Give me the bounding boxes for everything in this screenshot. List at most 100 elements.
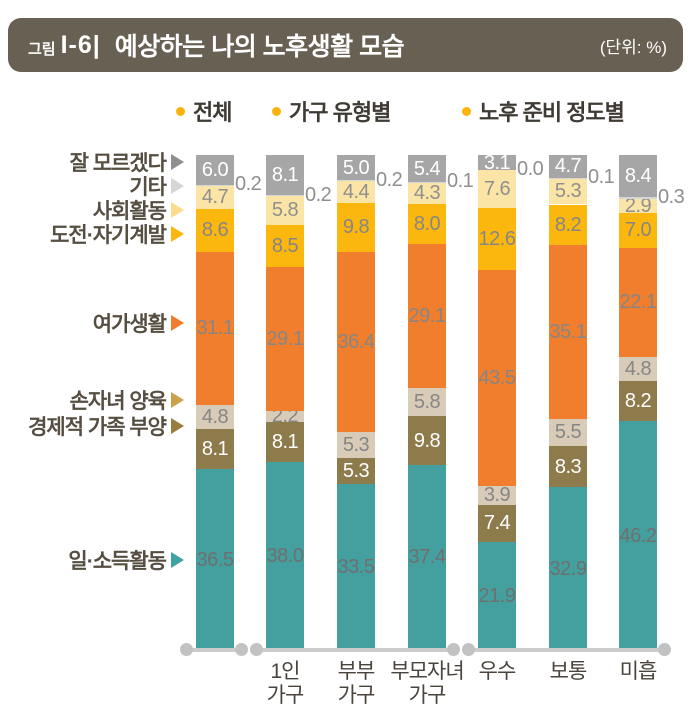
row-label-text: 손자녀 양육: [69, 390, 167, 413]
x-tick-line: 가구: [266, 684, 305, 707]
right-arrow-icon: [171, 392, 184, 408]
right-arrow-icon: [171, 226, 184, 242]
bar-segment-일·소득활동: [408, 464, 446, 650]
bar-segment-사회활동: [408, 182, 446, 204]
x-tick-line: 부부: [337, 660, 376, 683]
x-tick-line: 부모자녀: [390, 660, 464, 683]
axis-dot-icon: [235, 643, 248, 656]
axis-line-전체: [186, 648, 242, 652]
x-tick-line: 우수: [478, 660, 517, 683]
x-tick-부모자녀 가구: 부모자녀 가구: [362, 660, 492, 708]
bar-segment-잘 모르겠다: [549, 154, 587, 178]
bar-segment-일·소득활동: [619, 421, 657, 650]
row-label-text: 경제적 가족 부양: [28, 416, 167, 439]
bar-segment-도전·자기계발: [266, 224, 304, 267]
bar-segment-사회활동: [337, 181, 375, 203]
value-label-사회활동: 5.3: [554, 180, 582, 203]
right-arrow-icon: [171, 552, 184, 568]
value-label-잘 모르겠다: 3.1: [483, 151, 511, 174]
bar-segment-기타: [196, 184, 234, 186]
value-label-손자녀 양육: 5.5: [554, 421, 582, 444]
legend-bullet-icon: [462, 106, 471, 116]
value-label-기타: 0.1: [447, 170, 474, 193]
bar-segment-손자녀 양육: [619, 356, 657, 381]
value-label-잘 모르겠다: 8.4: [624, 165, 652, 188]
bar-segment-일·소득활동: [337, 484, 375, 650]
right-arrow-icon: [171, 418, 184, 434]
figure-title-bar: 그림 I-6| 예상하는 나의 노후생활 모습 (단위: %): [8, 18, 683, 72]
bar-segment-잘 모르겠다: [266, 155, 304, 196]
bar-segment-손자녀 양육: [478, 485, 516, 505]
row-label-text: 잘 모르겠다: [69, 152, 167, 175]
bar-segment-도전·자기계발: [408, 204, 446, 244]
value-label-손자녀 양육: 5.8: [413, 391, 441, 413]
value-label-여가생활: 29.1: [408, 304, 446, 327]
value-label-경제적 가족 부양: 7.4: [483, 512, 511, 535]
value-label-사회활동: 5.8: [271, 199, 299, 222]
legend-label: 가구 유형별: [289, 100, 391, 125]
value-label-기타: 0.2: [305, 183, 332, 206]
axis-line-노후 준비 정도별: [468, 648, 665, 652]
row-label-text: 도전·자기계발: [50, 224, 167, 247]
value-label-도전·자기계발: 7.0: [624, 219, 652, 242]
bar-segment-여가생활: [478, 270, 516, 486]
bar-segment-사회활동: [549, 178, 587, 205]
legend-label: 전체: [193, 100, 232, 125]
bar-segment-도전·자기계발: [619, 212, 657, 248]
bar-segment-경제적 가족 부양: [196, 429, 234, 470]
bar-segment-도전·자기계발: [549, 204, 587, 246]
value-label-사회활동: 7.6: [483, 178, 511, 201]
row-label-기타: 기타: [0, 172, 184, 200]
bar-segment-기타: [266, 195, 304, 197]
row-label-text: 일·소득활동: [68, 550, 167, 573]
legend-item-total: 전체: [176, 96, 232, 126]
right-arrow-icon: [171, 315, 184, 331]
value-label-잘 모르겠다: 4.7: [554, 155, 582, 178]
legend-item-household-type: 가구 유형별: [272, 96, 391, 126]
axis-dot-icon: [180, 643, 193, 656]
value-label-일·소득활동: 33.5: [337, 556, 375, 579]
row-label-손자녀 양육: 손자녀 양육: [0, 386, 184, 414]
x-tick-보통: 보통: [503, 660, 633, 684]
value-label-여가생활: 31.1: [196, 317, 234, 340]
bar-segment-경제적 가족 부양: [408, 416, 446, 465]
bar-segment-사회활동: [196, 185, 234, 209]
value-label-경제적 가족 부양: 8.1: [271, 430, 299, 453]
bar-segment-경제적 가족 부양: [266, 421, 304, 462]
value-label-사회활동: 4.3: [413, 182, 441, 205]
bar-segment-손자녀 양육: [196, 405, 234, 430]
value-label-사회활동: 4.7: [201, 186, 229, 209]
value-label-손자녀 양육: 5.3: [342, 433, 370, 456]
x-tick-우수: 우수: [432, 660, 562, 684]
bar-segment-사회활동: [478, 170, 516, 208]
legend-label: 노후 준비 정도별: [479, 100, 625, 125]
bar-segment-일·소득활동: [549, 487, 587, 650]
value-label-기타: 0.1: [588, 166, 615, 189]
value-label-잘 모르겠다: 8.1: [271, 164, 299, 187]
value-label-손자녀 양육: 4.8: [624, 357, 652, 380]
value-label-경제적 가족 부양: 8.1: [201, 438, 229, 461]
bar-segment-손자녀 양육: [337, 431, 375, 458]
value-label-경제적 가족 부양: 8.3: [554, 455, 582, 478]
row-label-text: 기타: [129, 176, 167, 199]
bar-segment-기타: [337, 180, 375, 182]
value-label-경제적 가족 부양: 8.2: [624, 390, 652, 412]
x-tick-line: 1인: [270, 660, 301, 683]
right-arrow-icon: [171, 154, 184, 170]
bar-segment-여가생활: [549, 245, 587, 419]
bar-segment-손자녀 양육: [408, 387, 446, 417]
value-label-사회활동: 4.4: [342, 181, 370, 204]
bar-segment-경제적 가족 부양: [549, 446, 587, 488]
figure-unit-label: (단위: %): [599, 37, 667, 57]
bar-segment-사회활동: [266, 196, 304, 225]
value-label-손자녀 양육: 3.9: [483, 484, 511, 507]
value-label-도전·자기계발: 8.2: [554, 213, 582, 236]
bar-segment-여가생활: [266, 266, 304, 411]
value-label-도전·자기계발: 8.6: [201, 219, 229, 242]
value-label-일·소득활동: 36.5: [196, 548, 234, 571]
value-label-도전·자기계발: 8.5: [271, 234, 299, 257]
x-tick-line: 미흡: [619, 660, 658, 683]
axis-dot-icon: [250, 643, 263, 656]
value-label-도전·자기계발: 9.8: [342, 216, 370, 239]
